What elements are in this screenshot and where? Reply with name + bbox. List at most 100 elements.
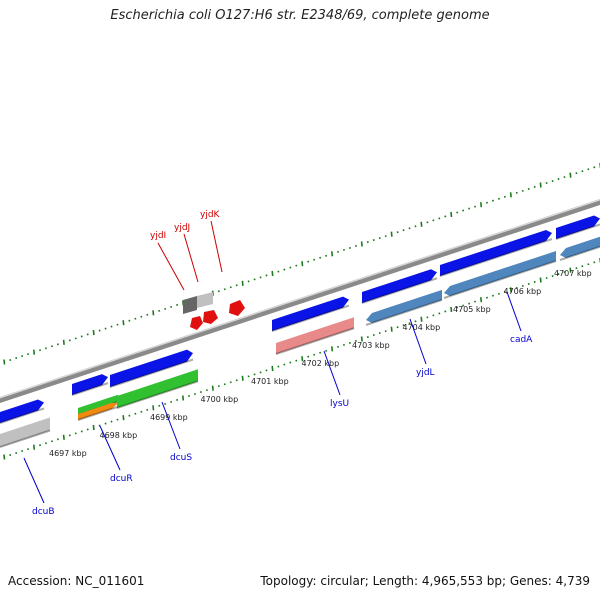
feature-red bbox=[229, 300, 245, 316]
cds-feature bbox=[272, 296, 349, 331]
outer-tick-mark bbox=[360, 241, 363, 247]
outer-tick-mark bbox=[545, 181, 548, 185]
outer-tick-mark bbox=[229, 286, 232, 289]
inner-tick-mark bbox=[551, 275, 554, 278]
outer-tick-mark bbox=[468, 207, 471, 210]
inner-tick-mark bbox=[170, 400, 173, 403]
inner-tick-mark bbox=[372, 334, 375, 337]
outer-tick-mark bbox=[50, 345, 53, 348]
gene-leader-line bbox=[323, 350, 341, 396]
outer-tick-mark bbox=[277, 270, 280, 273]
feature-grey bbox=[0, 417, 50, 447]
inner-tick-mark bbox=[205, 389, 208, 392]
outer-tick-mark bbox=[68, 339, 71, 342]
outer-tick-mark bbox=[366, 240, 369, 244]
inner-tick-mark bbox=[176, 398, 179, 402]
feature-steelblue bbox=[366, 289, 442, 324]
inner-tick-mark bbox=[593, 261, 596, 264]
inner-tick-mark bbox=[390, 326, 393, 332]
inner-tick-mark bbox=[438, 312, 441, 315]
outer-tick-mark bbox=[128, 319, 131, 322]
inner-tick-mark bbox=[378, 332, 381, 335]
feature-green-shadow bbox=[116, 380, 199, 409]
outer-tick-mark bbox=[372, 239, 375, 242]
outer-tick-mark bbox=[33, 349, 36, 355]
inner-tick-mark bbox=[104, 422, 107, 425]
inner-tick-mark bbox=[33, 444, 36, 450]
inner-tick-mark bbox=[545, 276, 548, 280]
cds-feature-shadow bbox=[71, 382, 109, 396]
inner-tick-mark bbox=[360, 336, 363, 342]
outer-tick-mark bbox=[527, 187, 530, 190]
outer-tick-mark bbox=[9, 358, 12, 362]
inner-tick-mark bbox=[408, 322, 411, 325]
cds-feature-shadow bbox=[109, 358, 194, 388]
gene-label-dcuB: dcuB bbox=[32, 507, 55, 517]
outer-tick-mark bbox=[271, 270, 274, 277]
inner-tick-mark bbox=[587, 263, 590, 266]
cds-feature-shadow bbox=[439, 238, 553, 277]
inner-tick-mark bbox=[134, 412, 137, 415]
inner-tick-mark bbox=[164, 402, 167, 405]
inner-tick-mark bbox=[509, 287, 512, 293]
outer-tick-mark bbox=[134, 317, 137, 320]
genome-summary-text: Topology: circular; Length: 4,965,553 bp… bbox=[260, 574, 590, 588]
inner-tick-mark bbox=[74, 432, 77, 435]
inner-tick-mark bbox=[283, 363, 286, 366]
outer-tick-mark bbox=[587, 168, 590, 171]
cds-feature bbox=[110, 349, 193, 387]
outer-tick-mark bbox=[551, 180, 554, 183]
outer-tick-mark bbox=[319, 256, 322, 259]
outer-tick-mark bbox=[3, 359, 6, 365]
gene-leader-line bbox=[409, 318, 427, 365]
feature-tracks bbox=[0, 215, 600, 448]
tick-label: 4704 kbp bbox=[403, 323, 441, 332]
outer-tick-mark bbox=[444, 215, 447, 218]
outer-tick-mark bbox=[450, 211, 453, 218]
gene-label-group: dcuB dcuR dcuS lysU yjdL cadA yjdI yjdJ yjdK bbox=[23, 210, 533, 517]
feature-steelblue-shadow bbox=[443, 260, 557, 299]
outer-tick-mark bbox=[307, 260, 310, 263]
inner-tick-mark bbox=[527, 282, 530, 285]
inner-tick-mark bbox=[521, 284, 524, 287]
feature-red bbox=[190, 316, 203, 330]
inner-tick-mark bbox=[456, 306, 459, 309]
gene-leader-line bbox=[99, 425, 121, 471]
inner-tick-mark bbox=[420, 316, 423, 322]
outer-tick-mark bbox=[235, 284, 238, 287]
inner-tick-mark bbox=[3, 454, 6, 460]
inner-tick-mark bbox=[426, 316, 429, 319]
inner-tick-mark bbox=[515, 286, 518, 289]
outer-tick-mark bbox=[503, 195, 506, 198]
outer-tick-mark bbox=[86, 333, 89, 336]
outer-tick-mark bbox=[462, 209, 465, 212]
cds-feature bbox=[72, 374, 108, 395]
inner-tick-mark bbox=[402, 324, 405, 327]
tick-label: 4701 kbp bbox=[251, 377, 289, 386]
feature-steelblue bbox=[444, 251, 556, 297]
genome-backbone-highlight bbox=[0, 199, 600, 399]
outer-tick-mark bbox=[313, 258, 316, 261]
feature-orange-shadow bbox=[77, 405, 119, 421]
outer-tick-mark bbox=[301, 261, 304, 267]
outer-tick-mark bbox=[563, 176, 566, 179]
tick-label: 4697 kbp bbox=[49, 449, 87, 458]
outer-tick-mark bbox=[497, 197, 500, 200]
outer-tick-mark bbox=[420, 221, 423, 227]
inner-tick-mark bbox=[38, 444, 42, 447]
outer-tick-mark bbox=[539, 182, 542, 188]
tick-label: 4705 kbp bbox=[453, 305, 491, 314]
inner-tick-mark bbox=[474, 300, 477, 303]
inner-tick-mark bbox=[301, 356, 304, 362]
outer-tick-mark bbox=[569, 172, 572, 178]
inner-tick-mark bbox=[92, 424, 95, 431]
gene-label-yjdK: yjdK bbox=[200, 210, 221, 220]
inner-tick-mark bbox=[223, 383, 226, 386]
cds-feature-shadow bbox=[271, 304, 350, 332]
inner-tick-mark bbox=[110, 420, 113, 423]
page-title: Escherichia coli O127:H6 str. E2348/69, … bbox=[110, 8, 490, 23]
outer-tick-mark bbox=[581, 170, 584, 173]
cds-feature-shadow bbox=[555, 223, 600, 240]
inner-tick-mark bbox=[497, 292, 500, 295]
feature-orange bbox=[78, 402, 118, 420]
